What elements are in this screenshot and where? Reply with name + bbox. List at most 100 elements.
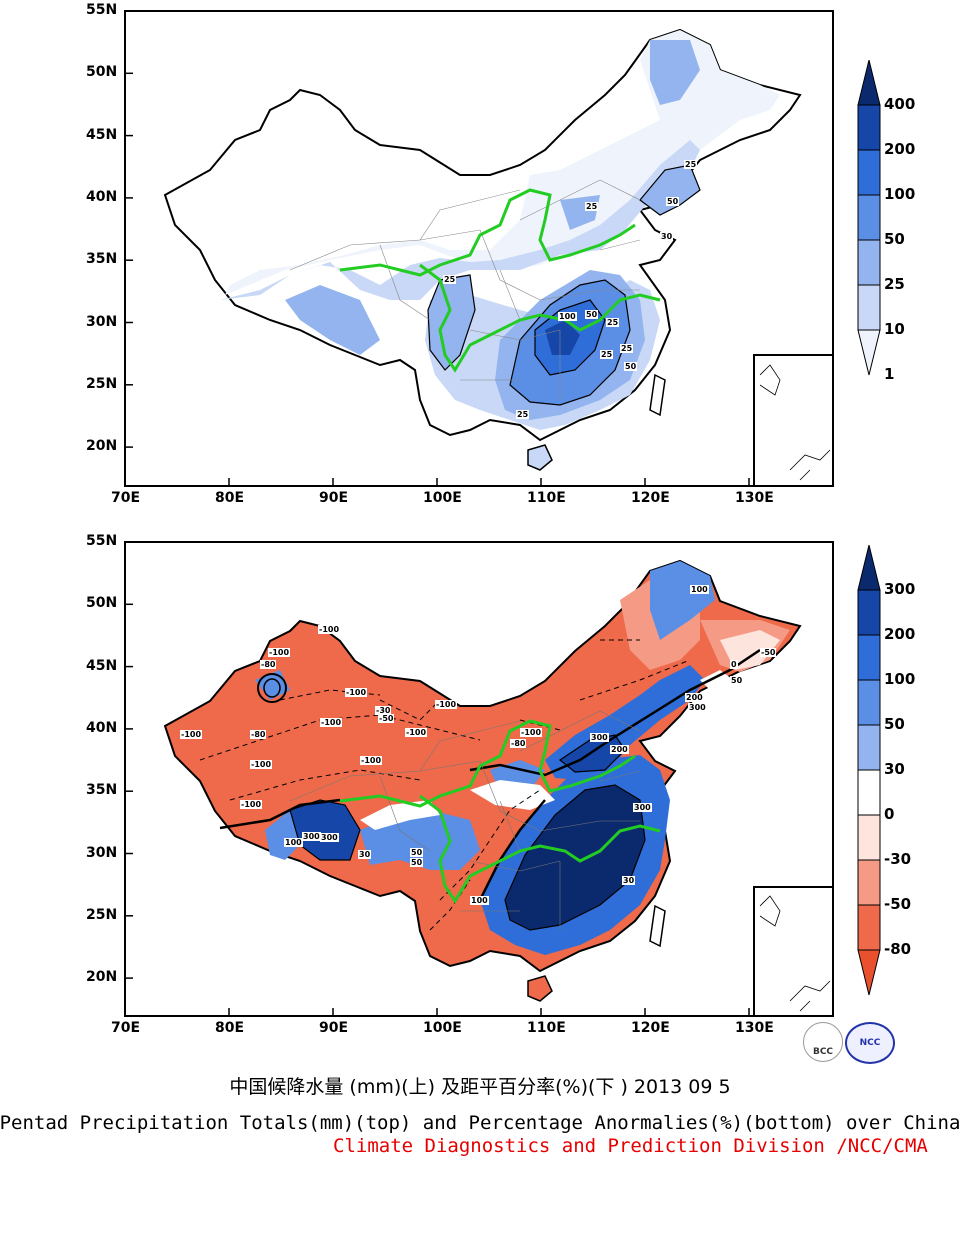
bottom-contour-label: -100 xyxy=(240,800,263,809)
top-colorbar-label: 100 xyxy=(884,185,916,203)
top-colorbar-label: 25 xyxy=(884,275,905,293)
bottom-contour-label: -30 xyxy=(375,706,392,715)
top-contour-label: 25 xyxy=(516,410,530,419)
bottom-inset-box xyxy=(753,886,833,1016)
top-hainan xyxy=(527,444,553,471)
bottom-contour-label: 50 xyxy=(730,676,744,685)
bottom-lon-label: 80E xyxy=(215,1020,245,1036)
bottom-lon-label: 100E xyxy=(423,1020,462,1036)
ncc-logo-text: NCC xyxy=(859,1038,881,1048)
bottom-colorbar-segment xyxy=(857,634,881,681)
bottom-contour-label: -100 xyxy=(520,728,543,737)
bottom-colorbar-label: -50 xyxy=(884,895,912,913)
caption-english: Pentad Precipitation Totals(mm)(top) and… xyxy=(0,1112,960,1134)
top-province-borders xyxy=(289,179,641,400)
bottom-contour-label: 200 xyxy=(685,693,704,702)
bottom-colorbar-label: 200 xyxy=(884,625,916,643)
bottom-contour-label: 100 xyxy=(690,585,709,594)
bottom-contour-label: -100 xyxy=(345,688,368,697)
bottom-anom-pos-tibet xyxy=(290,800,360,860)
bottom-anom-neutral xyxy=(360,670,740,830)
bottom-contour-label: 300 xyxy=(320,833,339,842)
bottom-inset-coast xyxy=(759,895,831,1012)
bottom-contour-label: -80 xyxy=(250,730,267,739)
bottom-colorbar-segment xyxy=(857,724,881,771)
top-contour-label: 25 xyxy=(600,350,614,359)
bottom-contour-label: 100 xyxy=(284,838,303,847)
bottom-contour-label: -80 xyxy=(510,739,527,748)
top-colorbar-label: 200 xyxy=(884,140,916,158)
bottom-contour-label: 300 xyxy=(590,733,609,742)
bottom-lon-label: 120E xyxy=(631,1020,670,1036)
top-contour-label: 25 xyxy=(585,202,599,211)
bottom-colorbar-segment xyxy=(857,859,881,906)
top-lon-label: 70E xyxy=(111,490,141,506)
top-colorbar xyxy=(857,60,881,376)
bottom-contour-label: 50 xyxy=(410,858,424,867)
top-lon-label: 100E xyxy=(423,490,462,506)
bottom-contour-label: -100 xyxy=(180,730,203,739)
top-contour-label: 25 xyxy=(684,160,698,169)
top-contour-label: 50 xyxy=(666,197,680,206)
top-lat-label: 30N xyxy=(86,313,118,330)
bottom-lat-label: 30N xyxy=(86,844,118,861)
bottom-contour-label: 50 xyxy=(410,848,424,857)
top-contour-label: 25 xyxy=(620,344,634,353)
bottom-colorbar xyxy=(857,545,881,996)
top-contour-label: 25 xyxy=(606,318,620,327)
top-inset-box xyxy=(753,354,833,486)
top-map-svg xyxy=(124,10,834,487)
bottom-lat-label: 40N xyxy=(86,719,118,736)
bottom-taiwan xyxy=(649,904,666,948)
top-lat-label: 20N xyxy=(86,438,118,455)
top-lon-label: 130E xyxy=(735,490,774,506)
bottom-colorbar-label: 100 xyxy=(884,670,916,688)
top-yangtze-river xyxy=(419,263,661,373)
bottom-map-svg xyxy=(124,541,834,1017)
bottom-lon-label: 130E xyxy=(735,1020,774,1036)
bottom-contour-label: -50 xyxy=(378,714,395,723)
bottom-contour-label: -100 xyxy=(360,756,383,765)
bottom-colorbar-label: 30 xyxy=(884,760,905,778)
bottom-colorbar-segment xyxy=(857,904,881,951)
bottom-contour-label: -100 xyxy=(405,728,428,737)
bottom-colorbar-segment xyxy=(857,589,881,636)
top-colorbar-bottom-arrow xyxy=(857,329,881,376)
top-lon-label: 80E xyxy=(215,490,245,506)
top-contour-label: 100 xyxy=(558,312,577,321)
bottom-lat-label: 35N xyxy=(86,782,118,799)
bottom-colorbar-label: 50 xyxy=(884,715,905,733)
bottom-contour-label: -100 xyxy=(318,625,341,634)
bottom-anom-pos-northeast xyxy=(650,561,715,640)
bcc-logo: BCC xyxy=(803,1022,843,1062)
bottom-colorbar-segment xyxy=(857,679,881,726)
bottom-anom-pos-tibet-light xyxy=(265,810,480,870)
bottom-lat-label: 50N xyxy=(86,595,118,612)
bottom-lat-label: 25N xyxy=(86,906,118,923)
bottom-contour-label: 300 xyxy=(302,832,321,841)
top-taiwan xyxy=(649,373,666,417)
bcc-logo-text: BCC xyxy=(812,1047,834,1057)
top-contour-label: 50 xyxy=(585,310,599,319)
bottom-contour-label: 30 xyxy=(358,850,372,859)
top-map-panel: 25 25 25 50 100 50 25 25 50 25 30 25 55N 50N 45N 40N 35… xyxy=(0,0,960,520)
bottom-contour-label: 200 xyxy=(610,745,629,754)
bottom-contour-label: -100 xyxy=(250,760,273,769)
ncc-logo: NCC xyxy=(845,1022,895,1064)
bottom-colorbar-label: -80 xyxy=(884,940,912,958)
bottom-colorbar-segment xyxy=(857,769,881,816)
top-colorbar-label: 400 xyxy=(884,95,916,113)
bottom-colorbar-label: 0 xyxy=(884,805,895,823)
bottom-yangtze-river xyxy=(419,794,661,904)
bottom-colorbar-label: 300 xyxy=(884,580,916,598)
bottom-hainan xyxy=(527,975,553,1002)
caption-division: Climate Diagnostics and Prediction Divis… xyxy=(333,1135,928,1157)
bottom-colorbar-bottom-arrow xyxy=(857,949,881,996)
bottom-lon-label: 110E xyxy=(527,1020,566,1036)
bottom-lat-label: 45N xyxy=(86,657,118,674)
bottom-contour-label: -100 xyxy=(268,648,291,657)
top-lon-label: 120E xyxy=(631,490,670,506)
bottom-colorbar-segment xyxy=(857,814,881,861)
bottom-lon-label: 70E xyxy=(111,1020,141,1036)
top-lon-label: 110E xyxy=(527,490,566,506)
